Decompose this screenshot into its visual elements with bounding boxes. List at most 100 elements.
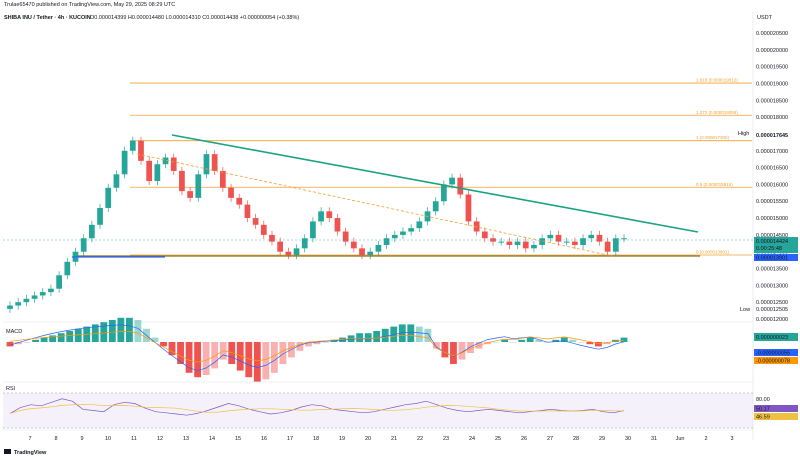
macd-bar <box>569 339 577 342</box>
price-tick-label: 0.000012000 <box>756 317 788 323</box>
candle-body <box>146 160 153 182</box>
candle-body <box>187 191 193 198</box>
date-tick-label: 28 <box>573 436 579 442</box>
candle-body <box>465 194 472 222</box>
candle-body <box>179 170 185 192</box>
macd-bar <box>518 339 526 342</box>
candle-body <box>113 174 120 188</box>
candle-body <box>39 292 46 296</box>
macd-bar <box>194 342 202 378</box>
candle-body <box>97 207 103 225</box>
currency-label: USDT <box>757 15 773 21</box>
macd-bar <box>228 342 236 364</box>
candle-body <box>326 211 333 219</box>
candle-body <box>539 238 545 245</box>
candle-body <box>23 298 30 303</box>
descending-trendline[interactable] <box>171 134 699 233</box>
fib-extension-levels[interactable]: 1.618 (0.000019012) 1.272 (0.000018055) 1 … <box>130 78 752 256</box>
candle-body <box>129 140 136 151</box>
macd-bar <box>398 324 406 342</box>
macd-bar <box>560 337 568 342</box>
macd-bar <box>49 335 57 342</box>
macd-bar <box>586 342 594 345</box>
date-tick-label: 24 <box>469 436 475 442</box>
date-tick-label: 12 <box>157 436 163 442</box>
macd-bar <box>296 342 304 351</box>
macd-bar <box>168 342 176 356</box>
price-tick-label: 0.000016000 <box>756 182 788 188</box>
macd-bar <box>595 342 602 347</box>
date-tick-label: 22 <box>417 436 423 442</box>
candle-body <box>64 261 71 276</box>
date-tick-label: 26 <box>521 436 527 442</box>
candle-body <box>138 140 144 161</box>
candle-body <box>154 164 161 182</box>
ohlc-line: O0.000014399 H0.000014480 L0.000014310 C… <box>90 15 299 21</box>
candle-body <box>219 170 226 188</box>
macd-bar <box>66 331 74 342</box>
symbol-line[interactable]: SHIBA INU / Tether · 4h · KUCOIN <box>4 15 91 21</box>
price-tick-label: 0.000016500 <box>756 166 788 172</box>
high-value: 0.000017645 <box>756 133 788 139</box>
macd-line-value: -0.000000078 <box>756 359 790 365</box>
candle-body <box>621 238 627 240</box>
candle-body <box>514 241 521 245</box>
rsi-value: 50.17 <box>756 407 770 413</box>
date-tick-label: 19 <box>339 436 345 442</box>
candle-body <box>375 244 382 252</box>
price-tick-label: 0.000017000 <box>756 149 788 155</box>
rsi-80: 80.00 <box>756 397 770 403</box>
candle-body <box>260 224 267 235</box>
signal-value: -0.000000055 <box>756 351 790 357</box>
price-tick-label: 0.000013000 <box>756 283 788 289</box>
macd-bar <box>177 342 184 364</box>
price-tick-label: 0.000020000 <box>756 48 788 54</box>
candle-body <box>80 238 87 252</box>
candle-body <box>170 157 177 171</box>
time-axis[interactable]: 7 8 9 10 11 12 13 14 15 16 17 18 19 20 21 22 23 24 25 26 27 2… <box>28 436 733 442</box>
candle-body <box>89 224 95 239</box>
candle-body <box>490 238 496 242</box>
signal-line <box>9 331 625 363</box>
macd-badge <box>754 333 798 341</box>
candle-body <box>400 231 406 235</box>
date-tick-label: 14 <box>209 436 215 442</box>
candle-body <box>604 241 611 252</box>
date-tick-label: 2 <box>704 436 707 442</box>
price-tick-label: 0.000014500 <box>756 233 788 239</box>
macd-bar <box>100 322 108 342</box>
candle-body <box>277 241 284 252</box>
candle-body <box>572 241 578 245</box>
candle-body <box>269 234 275 242</box>
date-tick-label: 31 <box>651 436 657 442</box>
date-tick-label: 27 <box>547 436 553 442</box>
candle-body <box>236 197 243 205</box>
candle-body <box>531 244 537 249</box>
macd-bar <box>160 342 167 347</box>
fib-level-label: 0.5 (0.000015915) <box>696 182 733 187</box>
low-value: 0.000012505 <box>756 307 788 313</box>
macd-line <box>9 324 625 371</box>
macd-bar <box>202 342 210 375</box>
macd-bar <box>407 324 415 342</box>
candle-body <box>342 231 349 242</box>
date-tick-label: 16 <box>261 436 267 442</box>
macd-bar <box>441 342 449 358</box>
macd-bar <box>253 342 261 382</box>
candle-body <box>310 221 316 239</box>
date-tick-label: 11 <box>131 436 137 442</box>
macd-bar <box>535 339 543 342</box>
price-pane[interactable] <box>3 22 753 320</box>
macd-bar <box>620 337 628 342</box>
candle-body <box>244 204 251 219</box>
price-tick-label: 0.000015000 <box>756 216 788 222</box>
candle-body <box>350 241 357 249</box>
candle-body <box>301 238 308 249</box>
macd-bar <box>185 342 193 373</box>
rsi-ma-line <box>9 403 625 414</box>
date-tick-label: 29 <box>599 436 605 442</box>
candle-body <box>547 234 554 239</box>
price-tick-label: 0.000018000 <box>756 115 788 121</box>
fib-level-label: 1.272 (0.000018055) <box>696 110 738 115</box>
